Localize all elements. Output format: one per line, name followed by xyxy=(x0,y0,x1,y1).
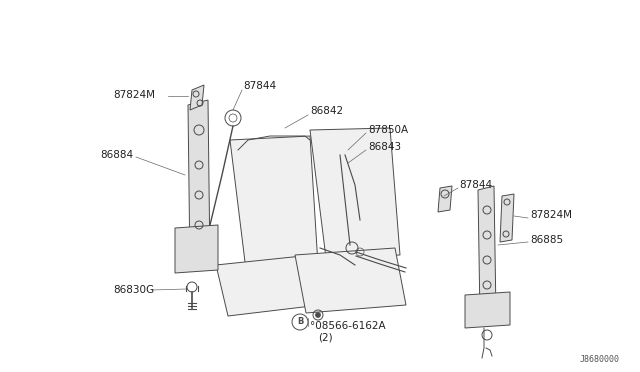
Text: B: B xyxy=(297,317,303,327)
Polygon shape xyxy=(500,194,514,242)
Text: 87844: 87844 xyxy=(459,180,492,190)
Text: 87844: 87844 xyxy=(243,81,276,91)
Circle shape xyxy=(316,312,321,317)
Polygon shape xyxy=(216,255,320,316)
Text: J8680000: J8680000 xyxy=(580,355,620,364)
Text: (2): (2) xyxy=(318,333,333,343)
Text: 86842: 86842 xyxy=(310,106,343,116)
Polygon shape xyxy=(230,136,318,270)
Text: 86843: 86843 xyxy=(368,142,401,152)
Polygon shape xyxy=(188,100,210,270)
Polygon shape xyxy=(438,186,452,212)
Text: 87850A: 87850A xyxy=(368,125,408,135)
Text: 86830G: 86830G xyxy=(113,285,154,295)
Text: 86884: 86884 xyxy=(100,150,133,160)
Polygon shape xyxy=(465,292,510,328)
Polygon shape xyxy=(295,248,406,313)
Polygon shape xyxy=(478,186,496,318)
Polygon shape xyxy=(190,85,204,110)
Polygon shape xyxy=(175,225,218,273)
Text: 87824M: 87824M xyxy=(530,210,572,220)
Text: 86885: 86885 xyxy=(530,235,563,245)
Text: 87824M: 87824M xyxy=(113,90,155,100)
Text: °08566-6162A: °08566-6162A xyxy=(310,321,386,331)
Polygon shape xyxy=(310,128,400,258)
